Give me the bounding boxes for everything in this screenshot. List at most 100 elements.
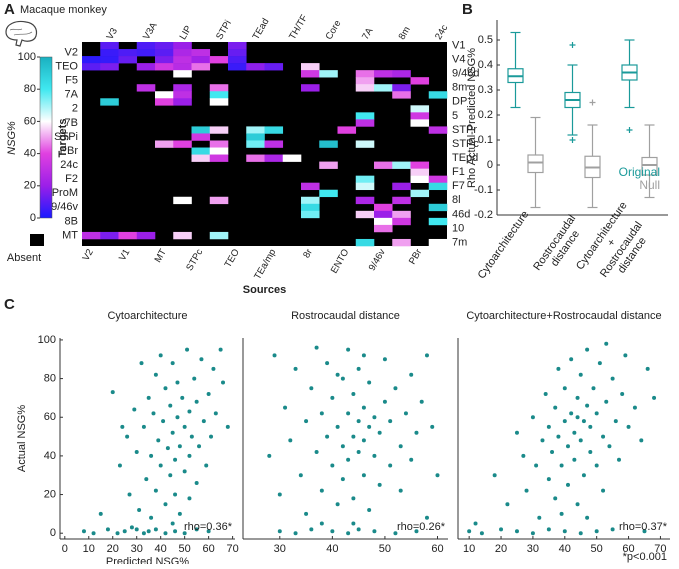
heatmap-cell (155, 63, 174, 71)
heatmap-cell (319, 189, 338, 198)
heatmap-cell (173, 98, 192, 106)
scatter-point (158, 463, 163, 468)
scatter-point (346, 531, 351, 536)
scatter-point (565, 482, 570, 487)
scatter-point (127, 492, 132, 497)
x-tick-label: Cytoarchitecture + Rostrocaudal distance (574, 197, 661, 293)
heatmap-cell (301, 63, 320, 71)
scatter-point (211, 366, 216, 371)
heatmap-cell (374, 217, 393, 226)
scatter-point (645, 366, 650, 371)
chart-title: Cytoarchitecture+Rostrocaudal distance (466, 310, 661, 322)
scatter-point (194, 527, 199, 532)
heatmap-cell (228, 63, 247, 71)
scatter-point (173, 492, 178, 497)
heatmap-cell (118, 49, 138, 57)
panel-label: A (4, 1, 15, 18)
source-label: 9/46v (367, 247, 388, 273)
heatmap-cell (173, 231, 192, 240)
y-tick-label: 0.4 (478, 59, 493, 71)
heatmap-cell (136, 42, 156, 50)
scatter-point (543, 392, 548, 397)
scatter-point (209, 434, 214, 439)
heatmap-cell (82, 231, 101, 240)
heatmap-cell (191, 63, 211, 71)
scatter-point (610, 527, 615, 532)
scatter-point (309, 527, 314, 532)
target-label: V2 (65, 46, 78, 58)
scatter-point (505, 502, 510, 507)
scatter-point (206, 392, 211, 397)
scatter-point (393, 531, 398, 536)
heatmap-cell (319, 161, 338, 169)
scatter-point (530, 415, 535, 420)
y-tick-label: -0.1 (474, 184, 493, 196)
scatter-point (277, 529, 282, 534)
legend-label: Null (639, 178, 660, 192)
x-tick-label: 50 (179, 543, 191, 555)
scatter-point (314, 450, 319, 455)
scatter-point (351, 521, 356, 526)
scatter-point (125, 434, 130, 439)
heatmap-cell (410, 119, 430, 127)
scatter-point (367, 380, 372, 385)
scatter-point (115, 531, 120, 536)
brain-icon (5, 20, 38, 47)
heatmap-cell (301, 182, 320, 191)
annotation: rho=0.36* (184, 521, 233, 533)
scatter-point (304, 511, 309, 516)
target-label: STPi (54, 131, 78, 143)
scatter-point (377, 430, 382, 435)
heatmap-cell (191, 49, 211, 57)
scatter-point (435, 473, 440, 478)
scatter-point (163, 386, 168, 391)
heatmap-cell (155, 49, 174, 57)
heatmap-cell (136, 231, 156, 240)
scatter-point (168, 473, 173, 478)
scatter-point (330, 395, 335, 400)
scatter-point (572, 457, 577, 462)
heatmap-cell (155, 42, 174, 50)
scatter-point (356, 419, 361, 424)
footnote: *p<0.001 (623, 551, 667, 563)
scatter-point (613, 419, 618, 424)
heatmap-cell (392, 210, 411, 219)
heatmap-cell (191, 154, 211, 162)
target-label: 9/46d (452, 68, 480, 80)
heatmap-cell (191, 56, 211, 64)
scatter-point (298, 473, 303, 478)
heatmap-cell (392, 238, 411, 247)
target-label: PBr (60, 145, 79, 157)
x-tick-label: 10 (463, 543, 475, 555)
scatter-point (177, 444, 182, 449)
scatter-point (601, 434, 606, 439)
scatter-point (153, 488, 158, 493)
heatmap-cell (410, 161, 430, 169)
scatter-point (134, 527, 139, 532)
heatmap-cell (100, 56, 119, 64)
scatter-point (221, 380, 226, 385)
y-tick-label: 40 (44, 450, 56, 462)
scatter-point (161, 419, 166, 424)
target-label: 8B (65, 215, 78, 227)
source-label: 24c (433, 23, 450, 42)
y-tick-label: 0.3 (478, 84, 493, 96)
scatter-point (569, 411, 574, 416)
panel-label: C (4, 296, 15, 313)
scatter-point (170, 361, 175, 366)
scatter-point (141, 424, 146, 429)
scatter-point (356, 366, 361, 371)
heatmap-cell (392, 91, 411, 99)
source-label: 8m (397, 25, 413, 42)
source-label: STPc (184, 247, 205, 273)
heatmap-cell (173, 56, 192, 64)
scatter-point (575, 502, 580, 507)
scatter-point (117, 463, 122, 468)
scatter-point (288, 438, 293, 443)
scatter-point (319, 411, 324, 416)
scatter-point (199, 357, 204, 362)
outlier (569, 42, 576, 48)
heatmap-cell (355, 119, 375, 127)
source-label: V1 (117, 247, 132, 263)
y-tick-label: 80 (44, 372, 56, 384)
